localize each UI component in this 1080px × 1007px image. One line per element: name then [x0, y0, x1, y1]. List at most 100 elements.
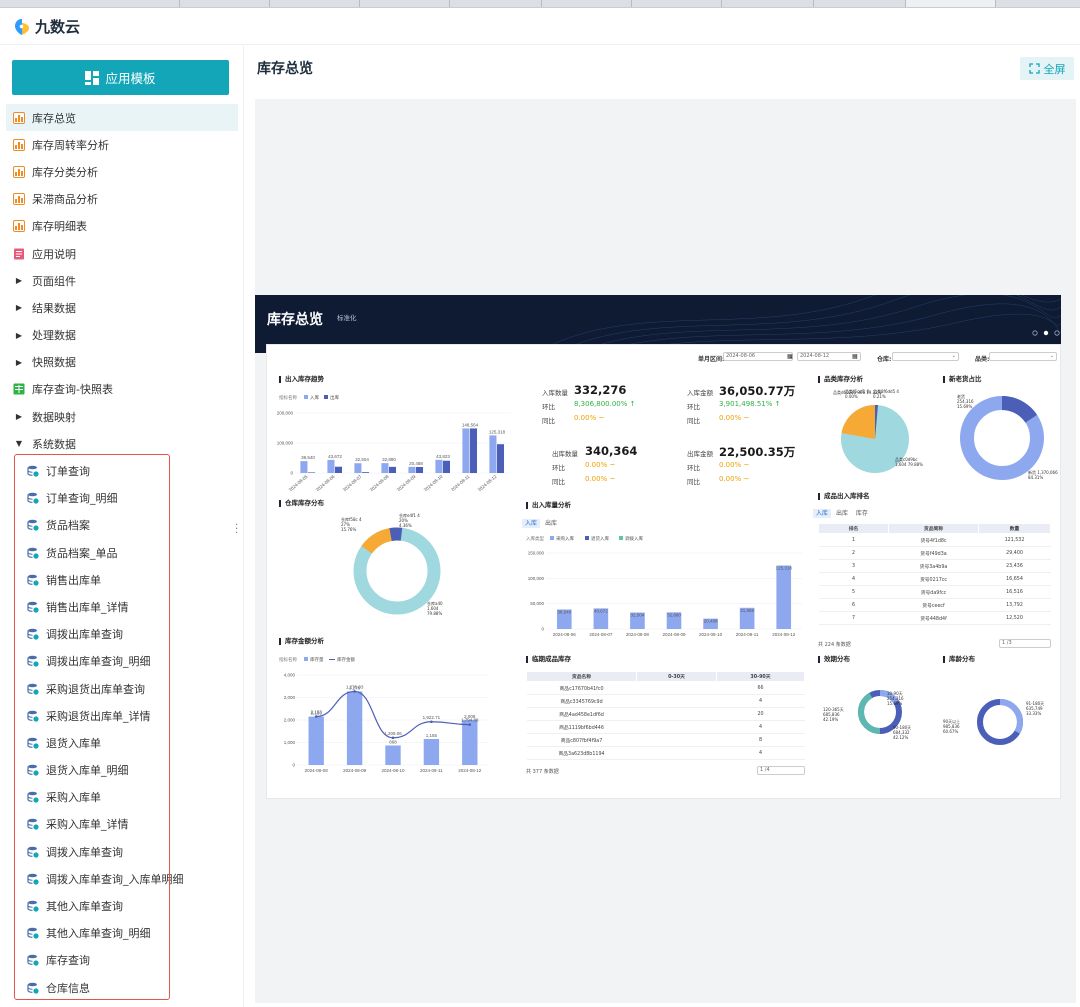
sidebar-item-system-child[interactable]: 调拨出库单查询_明细 — [6, 648, 238, 675]
pie-slice-8f6dd5 — [875, 404, 878, 439]
tab-rank-outbound[interactable]: 出库 — [835, 510, 848, 517]
chart-label: 1,155 — [426, 733, 438, 738]
sidebar-item-label: 调拨出库单查询_明细 — [46, 655, 151, 669]
logo-icon — [15, 18, 29, 35]
bar-in — [408, 466, 416, 473]
warehouse-select[interactable]: ⌄ — [892, 352, 959, 361]
chart-label: 2024-08-05 — [288, 474, 309, 491]
sidebar-item-system-child[interactable]: 货品档案 — [6, 512, 238, 539]
sidebar-item-system-child[interactable]: 调拨出库单查询 — [6, 621, 238, 648]
sidebar-item-data-mapping[interactable]: ▶ 数据映射 — [6, 403, 238, 430]
sidebar-item-system-child[interactable]: 采购入库单_详情 — [6, 811, 238, 838]
sidebar-item-instructions[interactable]: 应用说明 — [6, 240, 238, 267]
chart-label: 32,880 — [382, 457, 396, 462]
sidebar-item-slow-moving[interactable]: 呆滞商品分析 — [6, 186, 238, 213]
sidebar-item-processed-data[interactable]: ▶ 处理数据 — [6, 322, 238, 349]
kpi-label: 同比 — [542, 417, 555, 425]
calendar-icon: ▦ — [852, 353, 858, 360]
database-icon — [27, 710, 39, 722]
sidebar-item-system-child[interactable]: 库存查询 — [6, 947, 238, 974]
panel-title-trend: 出入库存趋势 — [279, 376, 324, 383]
expiring-pager[interactable]: 1 /4 — [757, 766, 805, 775]
sidebar-item-category[interactable]: 库存分类分析 — [6, 158, 238, 185]
table-cell: 4 — [716, 694, 805, 708]
kpi-in-qty-tb: 0.00% ~ — [574, 414, 605, 422]
sidebar-item-system-child[interactable]: 退货入库单 — [6, 729, 238, 756]
sidebar-item-system-data[interactable]: ▼ 系统数据 — [6, 430, 238, 457]
rank-tabs: 入库 出库 库存 — [813, 508, 871, 518]
sidebar-item-snapshot-data[interactable]: ▶ 快照数据 — [6, 349, 238, 376]
tab-rank-stock[interactable]: 库存 — [855, 510, 868, 517]
resize-handle-icon[interactable]: · · · — [235, 520, 239, 539]
sidebar-item-label: 结果数据 — [32, 301, 76, 315]
chart-label: 2024-08-11 — [736, 632, 759, 637]
tab-outbound[interactable]: 出库 — [544, 520, 557, 527]
chart-label: 100,000 — [277, 441, 294, 446]
date-start-value: 2024-08-06 — [726, 353, 756, 359]
kpi-out-amt-tb: 0.00% ~ — [719, 475, 750, 483]
table-cell: 23,436 — [978, 559, 1051, 573]
calendar-icon: ▦ — [787, 353, 793, 360]
table-cell: 3 — [818, 559, 889, 573]
sidebar-item-system-child[interactable]: 货品档案_单品 — [6, 539, 238, 566]
legend-io-title: 入库类型 — [526, 537, 544, 542]
table-cell: 6 — [818, 598, 889, 612]
sidebar-item-system-child[interactable]: 销售出库单_详情 — [6, 593, 238, 620]
sidebar-item-system-child[interactable]: 其他入库单查询 — [6, 892, 238, 919]
sidebar-item-page-components[interactable]: ▶ 页面组件 — [6, 267, 238, 294]
sidebar-item-system-child[interactable]: 退货入库单_明细 — [6, 757, 238, 784]
sidebar-item-system-child[interactable]: 其他入库单查询_明细 — [6, 920, 238, 947]
sidebar-item-system-child[interactable]: 订单查询_明细 — [6, 485, 238, 512]
database-icon — [27, 954, 39, 967]
database-icon — [27, 900, 39, 912]
bar-amount — [308, 716, 324, 765]
app-logo[interactable]: 九数云 — [14, 16, 80, 37]
table-cell: 货号da9fcc — [888, 585, 979, 599]
chart-label: 2024-08-07 — [342, 474, 363, 491]
sidebar-item-label: 页面组件 — [32, 274, 76, 288]
donut-label: 老货 254,316 15.69% — [957, 394, 974, 409]
sidebar-item-turnover[interactable]: 库存周转率分析 — [6, 131, 238, 158]
sidebar-item-label: 数据映射 — [32, 410, 76, 424]
sidebar-item-detail[interactable]: 库存明细表 — [6, 213, 238, 240]
sidebar-item-system-child[interactable]: 调拨入库单查询 — [6, 838, 238, 865]
sidebar-item-system-child[interactable]: 采购退货出库单_详情 — [6, 702, 238, 729]
table-row: 4 货号0217cc 16,654 — [818, 572, 1051, 586]
sidebar-item-label: 调拨入库单查询_入库单明细 — [46, 872, 184, 886]
bar-io — [739, 607, 755, 629]
app-template-button[interactable]: 应用模板 — [12, 60, 229, 95]
sidebar-item-system-child[interactable]: 订单查询 — [6, 457, 238, 484]
date-end-input[interactable]: 2024-08-12 — [797, 352, 861, 361]
sidebar-item-system-child[interactable]: 采购入库单 — [6, 784, 238, 811]
sidebar-item-system-child[interactable]: 仓库信息 — [6, 974, 238, 1001]
expiry-donut — [858, 690, 902, 734]
kpi-out-amt-hb: 0.00% ~ — [719, 461, 750, 469]
table-header: 0-30天 — [636, 671, 717, 682]
table-cell: 货号3a4b9a — [888, 559, 979, 573]
sidebar-item-system-child[interactable]: 采购退货出库单查询 — [6, 675, 238, 702]
sidebar: 应用模板 库存总览 库存周转率分析 库存分类分析 呆滞商品分析 库存明细表 应用… — [0, 46, 244, 1007]
legend-trend-in: 入库 — [304, 395, 319, 401]
sidebar-item-result-data[interactable]: ▶ 结果数据 — [6, 294, 238, 321]
product-select[interactable]: ⌄ — [989, 352, 1057, 361]
tab-rank-inbound[interactable]: 入库 — [813, 509, 832, 518]
chevron-down-icon: ⌄ — [1049, 353, 1054, 359]
sidebar-item-label: 库存查询-快照表 — [32, 383, 113, 397]
sidebar-item-inventory-overview[interactable]: 库存总览 — [6, 104, 238, 132]
donut-label: 90-180天 684,332 42.12% — [893, 725, 912, 740]
dashboard-banner: 库存总览 标准化 — [255, 295, 1061, 353]
sidebar-nav: 库存总览 库存周转率分析 库存分类分析 呆滞商品分析 库存明细表 应用说明 ▶ 页… — [6, 104, 238, 1001]
fullscreen-button[interactable]: 全屏 — [1020, 57, 1074, 80]
ranking-pager[interactable]: 1 /3 — [999, 639, 1051, 648]
app-logo-text: 九数云 — [35, 18, 81, 36]
legend-io-transfer: 调拨入库 — [619, 536, 643, 542]
ranking-footer: 共 224 条数据 — [818, 642, 851, 648]
sidebar-item-system-child[interactable]: 调拨入库单查询_入库单明细 — [6, 865, 238, 892]
chart-label: 100,000 — [528, 576, 545, 581]
tab-inbound[interactable]: 入库 — [522, 519, 541, 528]
table-cell: 5 — [818, 585, 889, 599]
date-start-input[interactable]: 2024-08-06 — [723, 352, 793, 361]
bar-io — [666, 612, 682, 629]
sidebar-item-inventory-snapshot[interactable]: 库存查询-快照表 — [6, 376, 238, 403]
sidebar-item-system-child[interactable]: 销售出库单 — [6, 566, 238, 593]
